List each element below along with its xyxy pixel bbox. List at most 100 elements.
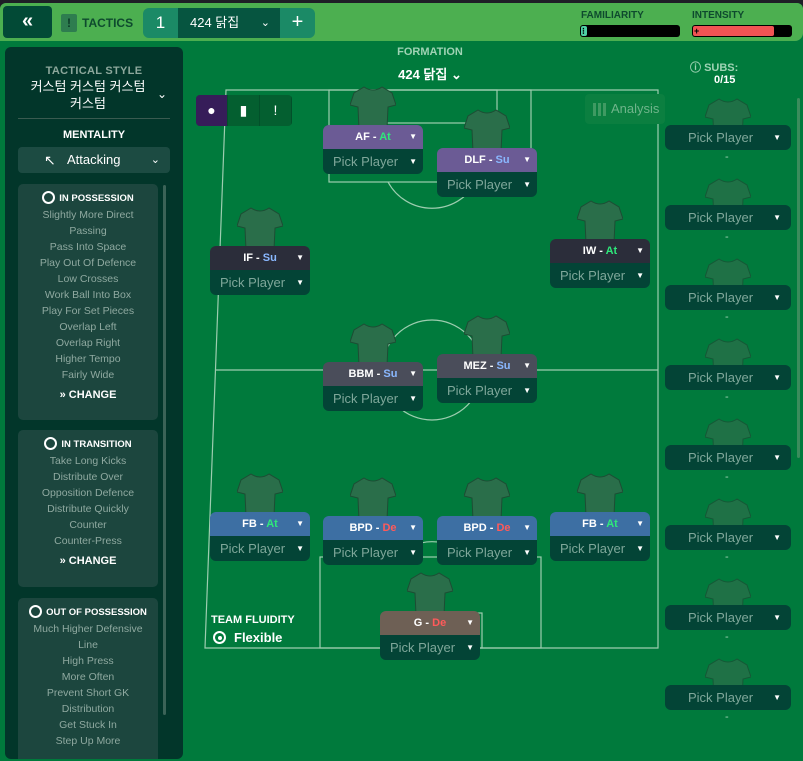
pick-player-dropdown[interactable]: Pick Player ▼ bbox=[323, 386, 423, 411]
back-button[interactable]: « bbox=[3, 6, 52, 38]
sub-pick-player-dropdown[interactable]: Pick Player ▼ bbox=[665, 285, 791, 310]
role-dropdown[interactable]: BBM - Su ▼ bbox=[323, 362, 423, 386]
player-shirt-icon[interactable] bbox=[463, 314, 511, 359]
role-dropdown[interactable]: FB - At ▼ bbox=[550, 512, 650, 536]
sub-pick-player-dropdown[interactable]: Pick Player ▼ bbox=[665, 525, 791, 550]
sidebar-scrollbar[interactable] bbox=[163, 185, 166, 715]
pick-player-dropdown[interactable]: Pick Player ▼ bbox=[437, 540, 537, 565]
dropdown-arrow-icon: ▼ bbox=[523, 386, 531, 395]
tactics-view-button[interactable]: ! bbox=[260, 95, 292, 126]
duty: Su bbox=[496, 360, 511, 372]
role-dropdown[interactable]: FB - At ▼ bbox=[210, 512, 310, 536]
dropdown-arrow-icon: ▼ bbox=[409, 523, 417, 532]
tactic-instruction: Line bbox=[78, 639, 98, 651]
role-dropdown[interactable]: BPD - De ▼ bbox=[437, 516, 537, 540]
pick-player-dropdown[interactable]: Pick Player ▼ bbox=[437, 378, 537, 403]
pick-player-label: Pick Player bbox=[333, 154, 399, 169]
tactic-instruction: Work Ball Into Box bbox=[44, 289, 132, 301]
tactical-style-value[interactable]: 커스텀 커스텀 커스텀 커스텀 bbox=[30, 79, 146, 111]
mentality-value: Attacking bbox=[67, 152, 121, 167]
familiarity-meter[interactable]: ⁝ bbox=[580, 25, 680, 37]
player-shirt-icon[interactable] bbox=[576, 199, 624, 244]
add-tactic-button[interactable]: + bbox=[280, 8, 315, 38]
formation-label: FORMATION bbox=[397, 46, 463, 58]
change-in-transition-button[interactable]: » CHANGE bbox=[59, 555, 117, 567]
position-slot: DLF - Su ▼ Pick Player ▼ bbox=[437, 148, 537, 197]
tactic-dropdown[interactable]: 424 닭집 ⌄ bbox=[178, 8, 280, 38]
player-view-button[interactable]: ● bbox=[196, 95, 228, 126]
position-slot: MEZ - Su ▼ Pick Player ▼ bbox=[437, 354, 537, 403]
sub-pick-player-dropdown[interactable]: Pick Player ▼ bbox=[665, 125, 791, 150]
role-name: IW bbox=[582, 245, 597, 257]
dropdown-arrow-icon: ▼ bbox=[296, 519, 304, 528]
pick-player-dropdown[interactable]: Pick Player ▼ bbox=[437, 172, 537, 197]
role-name: AF bbox=[355, 131, 370, 143]
dropdown-arrow-icon: ▼ bbox=[773, 213, 781, 222]
fluidity-text: Flexible bbox=[234, 630, 283, 645]
plus-icon: + bbox=[694, 26, 700, 36]
change-label: CHANGE bbox=[68, 389, 117, 401]
pick-player-label: Pick Player bbox=[560, 268, 626, 283]
pick-player-dropdown[interactable]: Pick Player ▼ bbox=[323, 149, 423, 174]
dropdown-arrow-icon: ▼ bbox=[409, 394, 417, 403]
position-slot: BPD - De ▼ Pick Player ▼ bbox=[323, 516, 423, 565]
player-shirt-icon[interactable] bbox=[349, 85, 397, 130]
player-shirt-icon[interactable] bbox=[349, 476, 397, 521]
role-dropdown[interactable]: BPD - De ▼ bbox=[323, 516, 423, 540]
player-shirt-icon[interactable] bbox=[463, 476, 511, 521]
sub-pick-player-dropdown[interactable]: Pick Player ▼ bbox=[665, 685, 791, 710]
role-dropdown[interactable]: IF - Su ▼ bbox=[210, 246, 310, 270]
tactic-instruction: Prevent Short GK bbox=[46, 687, 130, 699]
role-dropdown[interactable]: MEZ - Su ▼ bbox=[437, 354, 537, 378]
dropdown-arrow-icon: ▼ bbox=[523, 548, 531, 557]
role-dropdown[interactable]: G - De ▼ bbox=[380, 611, 480, 635]
player-shirt-icon[interactable] bbox=[236, 206, 284, 251]
formation-dropdown[interactable]: 424 닭집 ⌄ bbox=[330, 64, 530, 83]
sub-pick-player-dropdown[interactable]: Pick Player ▼ bbox=[665, 205, 791, 230]
change-label: CHANGE bbox=[68, 555, 117, 567]
pick-player-dropdown[interactable]: Pick Player ▼ bbox=[550, 263, 650, 288]
stats-view-button[interactable]: ▮ bbox=[228, 95, 260, 126]
sub-pick-player-dropdown[interactable]: Pick Player ▼ bbox=[665, 605, 791, 630]
dropdown-arrow-icon: ▼ bbox=[296, 544, 304, 553]
change-in-possession-button[interactable]: » CHANGE bbox=[59, 389, 117, 401]
sub-pick-player-dropdown[interactable]: Pick Player ▼ bbox=[665, 445, 791, 470]
tactical-style-label: TACTICAL STYLE bbox=[45, 65, 143, 77]
player-shirt-icon[interactable] bbox=[576, 472, 624, 517]
duty: De bbox=[496, 522, 511, 534]
dropdown-arrow-icon: ▼ bbox=[773, 373, 781, 382]
pick-player-dropdown[interactable]: Pick Player ▼ bbox=[323, 540, 423, 565]
player-shirt-icon[interactable] bbox=[349, 322, 397, 367]
subs-scrollbar[interactable] bbox=[797, 98, 800, 458]
role-dropdown[interactable]: AF - At ▼ bbox=[323, 125, 423, 149]
divider bbox=[18, 118, 170, 119]
dropdown-arrow-icon: ▼ bbox=[523, 180, 531, 189]
intensity-meter[interactable]: + bbox=[692, 25, 792, 37]
pick-player-dropdown[interactable]: Pick Player ▼ bbox=[210, 536, 310, 561]
pick-player-dropdown[interactable]: Pick Player ▼ bbox=[550, 536, 650, 561]
analysis-button[interactable]: Analysis bbox=[585, 94, 665, 124]
tactic-instruction: Counter-Press bbox=[54, 535, 122, 547]
chevron-down-icon[interactable]: ⌄ bbox=[157, 87, 168, 101]
player-shirt-icon[interactable] bbox=[236, 472, 284, 517]
role-name: FB bbox=[582, 518, 597, 530]
sub-player-placeholder: - bbox=[725, 711, 729, 723]
tactic-number[interactable]: 1 bbox=[143, 8, 178, 38]
pick-player-dropdown[interactable]: Pick Player ▼ bbox=[380, 635, 480, 660]
pick-player-dropdown[interactable]: Pick Player ▼ bbox=[210, 270, 310, 295]
dropdown-arrow-icon: ▼ bbox=[523, 361, 531, 370]
duty: Su bbox=[383, 368, 398, 380]
player-shirt-icon[interactable] bbox=[406, 571, 454, 616]
role-dropdown[interactable]: IW - At ▼ bbox=[550, 239, 650, 263]
dropdown-arrow-icon: ▼ bbox=[296, 278, 304, 287]
tactic-instruction: High Press bbox=[62, 655, 114, 667]
tactic-instruction: Play Out Of Defence bbox=[39, 257, 137, 269]
mentality-dropdown[interactable]: ↖ Attacking ⌄ bbox=[18, 147, 170, 173]
dropdown-arrow-icon: ▼ bbox=[523, 155, 531, 164]
role-dropdown[interactable]: DLF - Su ▼ bbox=[437, 148, 537, 172]
subs-count: 0/15 bbox=[714, 74, 736, 86]
player-shirt-icon[interactable] bbox=[463, 108, 511, 153]
sub-pick-player-dropdown[interactable]: Pick Player ▼ bbox=[665, 365, 791, 390]
team-fluidity-value[interactable]: Flexible bbox=[213, 630, 282, 645]
tactic-instruction: Step Up More bbox=[55, 735, 121, 747]
